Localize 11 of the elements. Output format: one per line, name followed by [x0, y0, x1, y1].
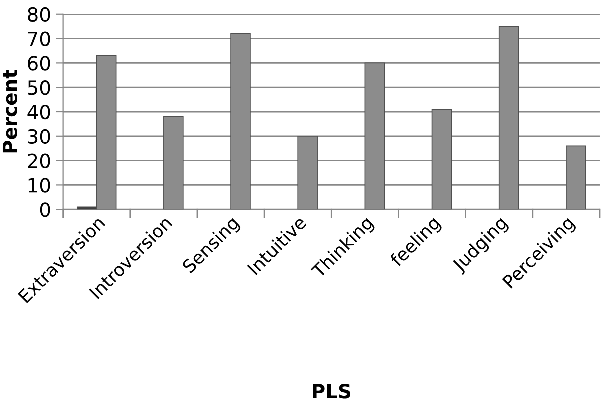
y-tick-label: 60: [28, 56, 50, 71]
y-axis-title: Percent: [2, 70, 18, 153]
y-tick-label: 0: [40, 202, 50, 218]
y-tick-label: 40: [28, 104, 50, 120]
y-tick-label: 10: [28, 178, 50, 193]
x-axis-title: PLS: [313, 384, 351, 399]
y-tick-label: 20: [28, 154, 50, 168]
y-tick-label: 70: [28, 32, 50, 46]
y-tick-label: 50: [28, 80, 50, 96]
y-tick-label: 30: [28, 129, 50, 144]
y-tick-label: 80: [28, 7, 50, 22]
